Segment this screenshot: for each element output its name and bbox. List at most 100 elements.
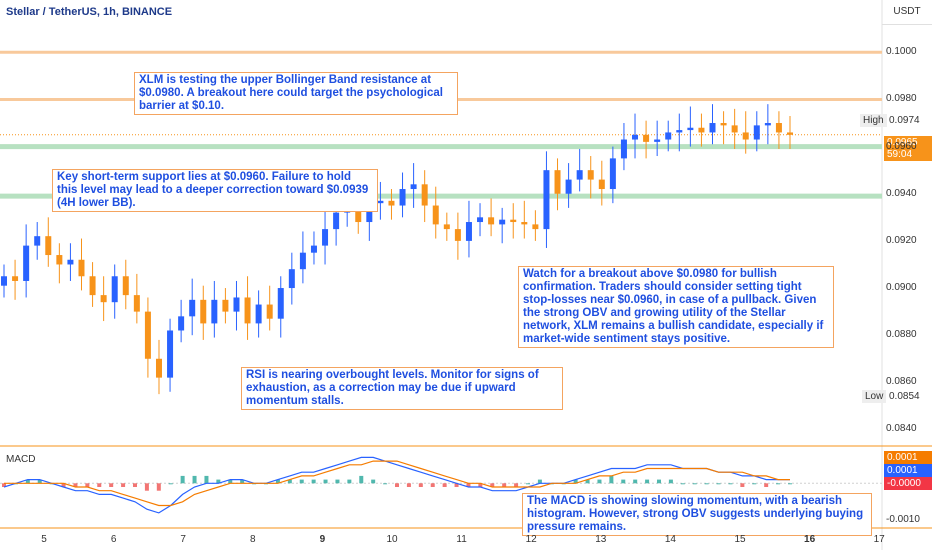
macd-hist-bar-36 <box>430 483 435 487</box>
candle-body-21 <box>233 297 240 312</box>
candle-body-56 <box>620 139 627 159</box>
macd-hist-bar-58 <box>692 483 697 485</box>
candle-body-39 <box>432 205 439 225</box>
macd-hist-bar-2 <box>25 479 30 484</box>
candle-body-35 <box>388 200 395 206</box>
candle-body-30 <box>333 212 340 230</box>
candle-body-26 <box>288 269 295 289</box>
current-price-tag: 0.0965 <box>884 136 932 149</box>
candle-body-19 <box>211 299 218 324</box>
candle-body-61 <box>676 130 683 133</box>
candle-body-17 <box>189 299 196 317</box>
candle-body-0 <box>1 276 7 286</box>
y-tick-label: 0.0900 <box>886 282 917 294</box>
macd-hist-bar-37 <box>442 483 447 487</box>
candle-body-8 <box>89 276 96 296</box>
candle-body-48 <box>532 224 539 230</box>
candle-body-25 <box>277 288 284 319</box>
macd-hist-bar-19 <box>228 479 233 484</box>
macd-hist-bar-9 <box>109 483 114 487</box>
macd-hist-bar-7 <box>85 483 90 487</box>
y-tick-label: 0.0860 <box>886 376 917 388</box>
candle-body-37 <box>410 184 417 190</box>
macd-hist-bar-52 <box>621 479 626 484</box>
currency-label[interactable]: USDT <box>882 0 932 25</box>
candle-body-67 <box>742 132 749 140</box>
macd-hist-bar-38 <box>454 483 459 487</box>
macd-hist-bar-10 <box>121 483 126 487</box>
macd-hist-bar-41 <box>490 483 495 487</box>
macd-hist-bar-14 <box>168 483 173 485</box>
candle-body-49 <box>543 170 550 230</box>
candle-body-36 <box>399 189 406 206</box>
candle-body-62 <box>687 127 694 131</box>
macd-hist-bar-59 <box>704 483 709 485</box>
macd-hist-bar-25 <box>299 479 304 484</box>
candle-body-69 <box>764 123 771 126</box>
macd-hist-bar-45 <box>537 479 542 484</box>
candle-body-5 <box>56 255 63 265</box>
low-label: Low <box>862 390 887 403</box>
x-tick-label: 11 <box>456 534 467 545</box>
candle-body-60 <box>665 132 672 140</box>
candle-body-40 <box>443 224 450 230</box>
candle-body-45 <box>499 219 506 225</box>
candle-body-29 <box>322 229 329 246</box>
macd-hist-bar-35 <box>418 483 423 487</box>
candle-body-58 <box>643 134 650 142</box>
candle-body-65 <box>720 123 727 126</box>
macd-tag-c: -0.0000 <box>884 477 932 490</box>
candle-body-51 <box>565 179 572 194</box>
macd-hist-bar-27 <box>323 479 328 484</box>
macd-hist-bar-23 <box>275 479 280 484</box>
candle-body-9 <box>100 295 107 303</box>
macd-hist-bar-17 <box>204 475 209 484</box>
candle-body-38 <box>421 184 428 206</box>
macd-hist-bar-57 <box>680 483 685 485</box>
macd-hist-bar-43 <box>514 483 519 487</box>
macd-label: MACD <box>6 454 36 465</box>
macd-hist-bar-26 <box>311 479 316 484</box>
macd-hist-bar-3 <box>37 479 42 484</box>
note-rsi: RSI is nearing overbought levels. Monito… <box>241 367 563 410</box>
candle-body-1 <box>12 276 19 281</box>
x-tick-label: 14 <box>664 534 676 545</box>
note-macd: The MACD is showing slowing momentum, wi… <box>522 493 872 536</box>
macd-hist-bar-56 <box>668 479 673 484</box>
macd-hist-bar-30 <box>359 475 364 484</box>
candle-body-53 <box>587 170 594 180</box>
y-tick-label: 0.0880 <box>886 329 917 341</box>
macd-hist-bar-44 <box>526 483 530 485</box>
candle-body-18 <box>200 299 207 324</box>
x-tick-label: 8 <box>250 534 256 545</box>
candle-body-2 <box>23 245 30 281</box>
macd-hist-bar-39 <box>466 483 471 487</box>
chart-title: Stellar / TetherUS, 1h, BINANCE <box>6 6 173 18</box>
macd-hist-bar-53 <box>633 479 638 484</box>
candle-body-57 <box>632 134 639 140</box>
macd-hist-bar-29 <box>347 479 352 484</box>
macd-hist-bar-61 <box>728 483 733 485</box>
candle-body-12 <box>133 295 140 312</box>
x-tick-label: 16 <box>804 534 816 545</box>
macd-hist-bar-11 <box>133 483 137 487</box>
candle-body-11 <box>122 276 129 296</box>
macd-tag-b: 0.0001 <box>884 464 932 477</box>
macd-hist-bar-63 <box>752 483 757 485</box>
candle-body-23 <box>255 304 262 324</box>
y-tick-label: 0.0840 <box>886 423 917 435</box>
candle-body-14 <box>155 358 162 378</box>
x-tick-label: 10 <box>386 534 398 545</box>
x-tick-label: 9 <box>319 534 326 545</box>
macd-hist-bar-24 <box>287 479 292 484</box>
y-tick-label: 0.0940 <box>886 187 917 199</box>
macd-hist-bar-51 <box>609 475 614 484</box>
macd-hist-bar-28 <box>335 479 340 484</box>
y-tick-label: 0.0960 <box>886 140 917 152</box>
candle-body-63 <box>698 127 705 133</box>
macd-hist-bar-66 <box>788 483 792 485</box>
x-tick-label: 15 <box>734 534 746 545</box>
macd-hist-bar-0 <box>2 483 6 487</box>
macd-hist-bar-8 <box>97 483 102 487</box>
macd-hist-bar-6 <box>73 483 78 487</box>
